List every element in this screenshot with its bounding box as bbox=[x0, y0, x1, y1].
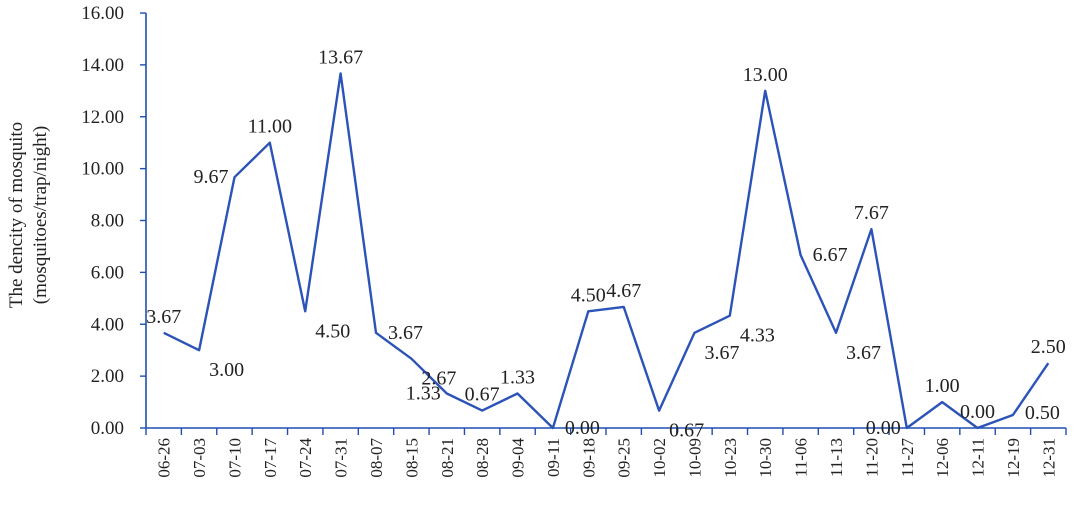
y-tick-label: 0.00 bbox=[91, 418, 124, 439]
x-tick-label: 12-06 bbox=[933, 438, 952, 478]
x-tick-label: 11-06 bbox=[792, 438, 811, 477]
data-label: 1.33 bbox=[406, 383, 441, 405]
data-label: 7.67 bbox=[854, 202, 889, 224]
x-tick-label: 10-30 bbox=[756, 438, 775, 478]
y-axis-title: The dencity of mosquito (mosquitoes/trap… bbox=[6, 122, 51, 308]
data-label: 9.67 bbox=[193, 166, 228, 188]
data-label: 3.67 bbox=[146, 306, 181, 328]
x-tick-label: 07-03 bbox=[190, 438, 209, 478]
data-label: 3.00 bbox=[209, 359, 244, 381]
data-label: 1.00 bbox=[925, 375, 960, 397]
x-tick-label: 10-23 bbox=[721, 438, 740, 478]
x-tick-label: 10-09 bbox=[685, 438, 704, 478]
x-tick-label: 07-17 bbox=[261, 438, 280, 478]
y-tick-label: 16.00 bbox=[81, 3, 124, 24]
x-tick-label: 08-15 bbox=[402, 438, 421, 478]
x-tick-label: 12-31 bbox=[1039, 438, 1058, 478]
data-label: 2.50 bbox=[1031, 336, 1066, 358]
data-label: 3.67 bbox=[704, 342, 739, 364]
data-label: 3.67 bbox=[388, 322, 423, 344]
y-axis-title-line-2: (mosquitoes/trap/night) bbox=[30, 126, 51, 304]
x-tick-label: 09-18 bbox=[579, 438, 598, 478]
data-label: 0.50 bbox=[1025, 402, 1060, 424]
series-line-group bbox=[163, 72, 1050, 430]
y-axis-title-line-1: The dencity of mosquito bbox=[6, 122, 27, 308]
x-tick-label: 11-13 bbox=[827, 438, 846, 477]
data-label: 3.67 bbox=[846, 342, 881, 364]
data-label: 1.33 bbox=[500, 367, 535, 389]
data-label: 4.67 bbox=[606, 280, 641, 302]
data-label: 0.00 bbox=[866, 417, 901, 439]
y-tick-label: 8.00 bbox=[91, 211, 124, 232]
x-tick-label: 09-25 bbox=[615, 438, 634, 478]
x-tick-label: 06-26 bbox=[155, 438, 174, 478]
x-tick-label: 12-11 bbox=[969, 438, 988, 477]
y-tick-label: 12.00 bbox=[81, 107, 124, 128]
data-label: 13.67 bbox=[318, 46, 363, 68]
y-tick-label: 14.00 bbox=[81, 55, 124, 76]
x-tick-label: 08-07 bbox=[367, 438, 386, 478]
data-label: 0.00 bbox=[960, 401, 995, 423]
data-label: 11.00 bbox=[248, 116, 292, 138]
axes: 0.00 2.00 4.00 6.00 8.00 10.00 12.00 14.00 16.00… bbox=[81, 3, 1067, 478]
data-label: 0.00 bbox=[565, 417, 600, 439]
x-tick-label: 12-19 bbox=[1004, 438, 1023, 478]
y-tick-label: 6.00 bbox=[91, 262, 124, 283]
x-tick-label: 07-24 bbox=[296, 438, 315, 478]
data-label: 0.67 bbox=[669, 420, 704, 442]
data-label: 6.67 bbox=[813, 244, 848, 266]
x-tick-label: 08-28 bbox=[473, 438, 492, 478]
x-tick-label: 09-11 bbox=[544, 438, 563, 477]
x-tick-label: 07-10 bbox=[225, 438, 244, 478]
x-tick-label: 11-27 bbox=[898, 438, 917, 478]
x-tick-label: 11-20 bbox=[862, 438, 881, 477]
data-label: 0.67 bbox=[465, 384, 500, 406]
x-tick-label: 09-04 bbox=[509, 438, 528, 478]
data-label: 4.50 bbox=[315, 320, 350, 342]
y-tick-label: 4.00 bbox=[91, 314, 124, 335]
x-tick-label: 08-21 bbox=[438, 438, 457, 478]
y-tick-label: 2.00 bbox=[91, 366, 124, 387]
series-line bbox=[163, 72, 1050, 430]
data-label: 2.67 bbox=[421, 368, 456, 390]
y-tick-label: 10.00 bbox=[81, 159, 124, 180]
data-label: 4.33 bbox=[740, 325, 775, 347]
data-label: 13.00 bbox=[743, 64, 788, 86]
x-tick-label: 10-02 bbox=[650, 438, 669, 478]
x-tick-label: 07-31 bbox=[332, 438, 351, 478]
data-label: 4.50 bbox=[571, 284, 606, 306]
